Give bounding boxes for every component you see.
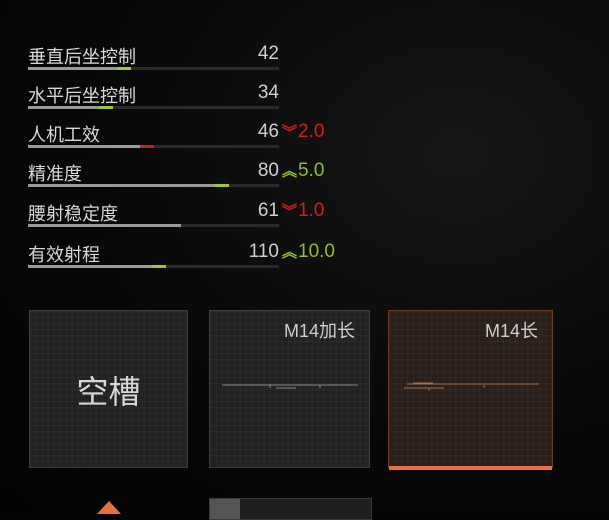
- stat-bar: [28, 265, 279, 268]
- stat-bar: [28, 184, 279, 187]
- double-chevron-down-icon: ︾: [282, 203, 297, 220]
- stat-row: 水平后坐控制 34: [28, 82, 388, 122]
- stat-label: 水平后坐控制: [28, 86, 136, 107]
- stat-value: 46: [257, 121, 279, 142]
- slot-m14-extended[interactable]: M14加长: [209, 310, 370, 468]
- stat-bar: [28, 224, 279, 227]
- stat-value: 110: [248, 241, 279, 262]
- stat-delta: ︾ 1.0: [282, 200, 324, 222]
- next-slot[interactable]: [209, 498, 372, 520]
- stat-row: 垂直后坐控制 42: [28, 43, 388, 83]
- item-thumbnail-icon: [210, 499, 240, 519]
- stat-label: 垂直后坐控制: [28, 47, 136, 68]
- slot-m14-long-selected[interactable]: M14长: [388, 310, 553, 470]
- double-chevron-up-icon: ︽: [282, 163, 297, 180]
- slot-name: M14长: [484, 321, 538, 341]
- stat-delta: ︽ 10.0: [282, 241, 335, 263]
- stat-delta: ︾ 2.0: [282, 121, 324, 143]
- stat-row: 腰射稳定度 61 ︾ 1.0: [28, 200, 388, 240]
- slot-empty-label: 空槽: [76, 373, 141, 411]
- stat-row: 人机工效 46 ︾ 2.0: [28, 121, 388, 161]
- delta-value: 2.0: [298, 121, 325, 142]
- stat-delta: ︽ 5.0: [282, 160, 324, 182]
- barrel-image: [222, 384, 358, 389]
- slot-empty[interactable]: 空槽: [29, 310, 188, 468]
- stat-value: 34: [257, 82, 279, 103]
- barrel-image: [404, 382, 539, 391]
- stat-row: 精准度 80 ︽ 5.0: [28, 160, 388, 200]
- stat-label: 腰射稳定度: [28, 204, 118, 225]
- stat-bar: [28, 145, 279, 148]
- up-arrow-icon[interactable]: [97, 501, 121, 514]
- double-chevron-down-icon: ︾: [282, 124, 297, 141]
- delta-value: 1.0: [298, 200, 325, 221]
- selected-indicator: [389, 466, 552, 470]
- double-chevron-up-icon: ︽: [282, 244, 297, 261]
- stat-label: 人机工效: [28, 125, 100, 146]
- stat-value: 80: [257, 160, 279, 181]
- delta-value: 10.0: [298, 241, 335, 262]
- stat-row: 有效射程 110 ︽ 10.0: [28, 241, 388, 281]
- stat-label: 有效射程: [28, 245, 100, 266]
- stat-value: 61: [257, 200, 279, 221]
- delta-value: 5.0: [298, 160, 325, 181]
- stat-value: 42: [257, 43, 279, 64]
- slot-name: M14加长: [283, 321, 355, 341]
- stat-bar: [28, 106, 279, 109]
- stat-bar: [28, 67, 279, 70]
- stat-label: 精准度: [28, 164, 82, 185]
